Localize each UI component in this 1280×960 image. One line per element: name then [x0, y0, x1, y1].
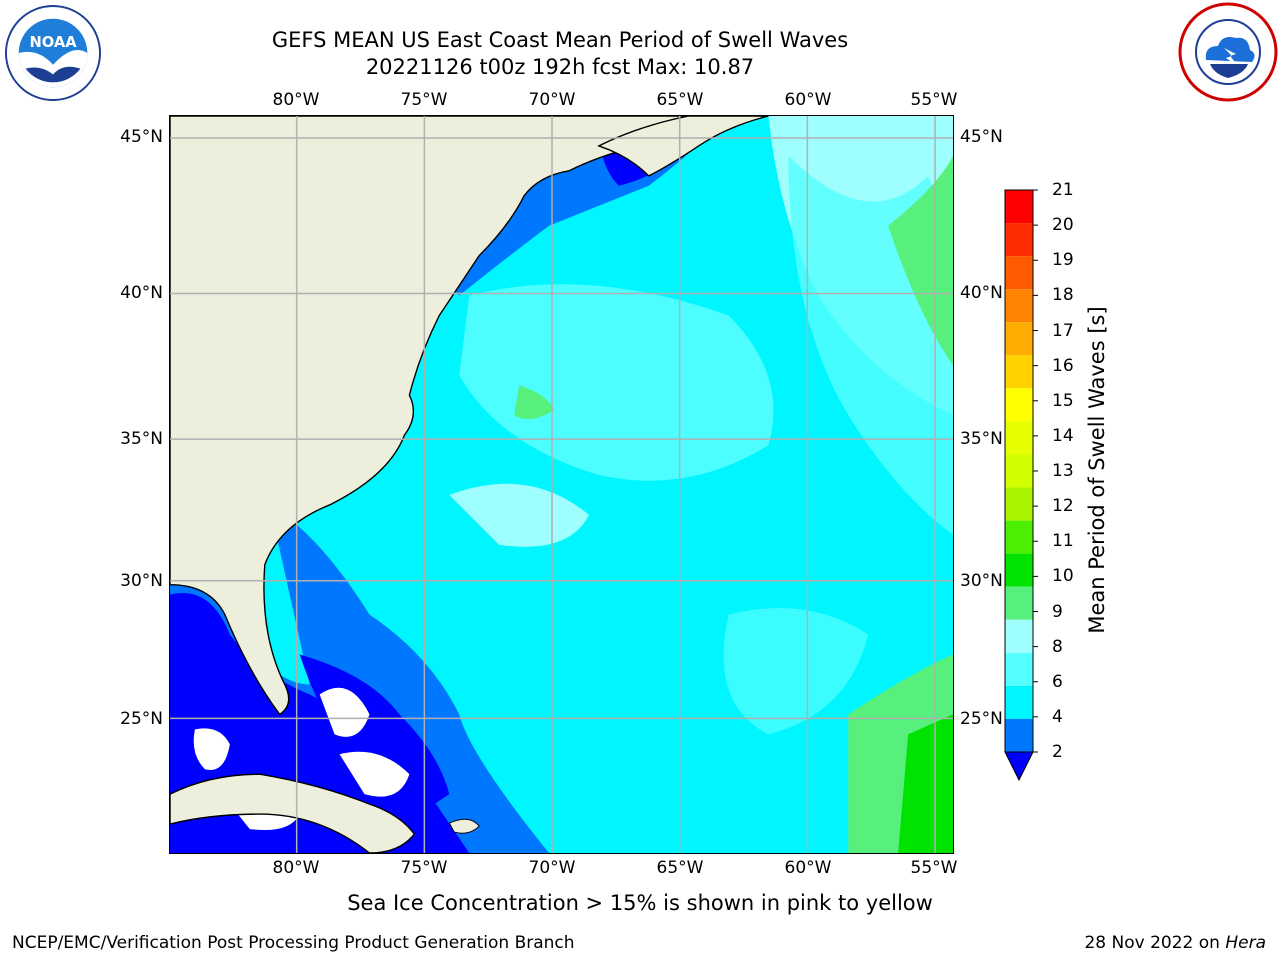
colorbar-segment [1005, 520, 1033, 554]
masked-area [193, 728, 230, 770]
map-panel [169, 115, 954, 854]
colorbar-tick-label: 15 [1052, 390, 1074, 411]
credit-date-text: 28 Nov 2022 on [1084, 933, 1226, 953]
colorbar-segment [1005, 289, 1033, 323]
colorbar-tick-label: 17 [1052, 320, 1074, 341]
land-cuba [170, 773, 416, 853]
lon-tick-top: 65°W [656, 90, 704, 110]
colorbar-segment [1005, 223, 1033, 257]
lon-tick-bottom: 75°W [400, 858, 448, 878]
credit-organization: NCEP/EMC/Verification Post Processing Pr… [12, 933, 575, 953]
colorbar-tick-label: 19 [1052, 250, 1074, 271]
colorbar-segment [1005, 685, 1033, 719]
credit-host: Hera [1225, 933, 1266, 953]
colorbar-tick-label: 16 [1052, 355, 1074, 376]
swell-region [888, 155, 953, 366]
lat-tick-right: 35°N [960, 429, 1003, 449]
colorbar-segment [1005, 586, 1033, 620]
colorbar-title: Mean Period of Swell Waves [s] [1085, 306, 1109, 634]
colorbar-tick-label: 21 [1052, 180, 1074, 200]
lat-tick-left: 25°N [120, 709, 163, 729]
swell-region [723, 607, 869, 735]
colorbar-segment [1005, 388, 1033, 422]
land-nova-scotia [597, 116, 769, 177]
lon-tick-bottom: 70°W [528, 858, 576, 878]
swell-region [898, 714, 953, 853]
colorbar-tick-label: 9 [1052, 601, 1063, 622]
noaa-logo-text: NOAA [29, 34, 77, 51]
lat-tick-left: 40°N [120, 283, 163, 303]
noaa-logo: NOAA [4, 4, 102, 102]
lat-tick-right: 30°N [960, 571, 1003, 591]
colorbar-tick-label: 6 [1052, 671, 1063, 692]
colorbar-segment [1005, 322, 1033, 356]
colorbar-segment [1005, 256, 1033, 290]
colorbar-segment [1005, 190, 1033, 224]
lon-tick-bottom: 60°W [784, 858, 832, 878]
lon-tick-top: 60°W [784, 90, 832, 110]
colorbar-segment [1005, 355, 1033, 389]
nws-logo [1178, 2, 1278, 102]
swell-region [449, 483, 589, 547]
swell-region [269, 504, 550, 853]
colorbar-segment [1005, 718, 1033, 752]
masked-area [339, 751, 410, 797]
lon-tick-top: 70°W [528, 90, 576, 110]
colorbar-tick-label: 12 [1052, 496, 1074, 517]
lon-tick-bottom: 80°W [272, 858, 320, 878]
colorbar-segment [1005, 619, 1033, 653]
swell-region [459, 284, 774, 481]
colorbar [1004, 189, 1038, 782]
colorbar-tick-label: 2 [1052, 742, 1063, 762]
lon-tick-top: 55°W [910, 90, 958, 110]
colorbar-segment [1005, 487, 1033, 521]
colorbar-extend-arrow [1004, 751, 1034, 782]
colorbar-segment [1005, 454, 1033, 488]
lat-tick-left: 30°N [120, 571, 163, 591]
land-north-america [170, 116, 690, 716]
lon-tick-top: 80°W [272, 90, 320, 110]
colorbar-tick-label: 20 [1052, 215, 1074, 236]
colorbar-tick-label: 4 [1052, 706, 1063, 727]
lat-tick-right: 40°N [960, 283, 1003, 303]
swell-region [514, 385, 555, 420]
colorbar-segment [1005, 553, 1033, 587]
masked-area [319, 687, 370, 737]
chart-title: GEFS MEAN US East Coast Mean Period of S… [271, 28, 849, 52]
colorbar-tick-label: 11 [1052, 531, 1074, 552]
lon-tick-bottom: 65°W [656, 858, 704, 878]
colorbar-tick-label: 8 [1052, 636, 1063, 657]
colorbar-tick-label: 10 [1052, 566, 1074, 587]
lat-tick-left: 45°N [120, 127, 163, 147]
land-hispaniola [448, 818, 480, 834]
lat-tick-right: 45°N [960, 127, 1003, 147]
colorbar-tick-label: 14 [1052, 425, 1074, 446]
lon-tick-top: 75°W [400, 90, 448, 110]
graticule [170, 116, 953, 853]
colorbar-tick-label: 13 [1052, 461, 1074, 481]
colorbar-segment [1005, 421, 1033, 455]
lon-tick-bottom: 55°W [910, 858, 958, 878]
colorbar-segment [1005, 652, 1033, 686]
lat-tick-right: 25°N [960, 709, 1003, 729]
lat-tick-left: 35°N [120, 429, 163, 449]
colorbar-tick-label: 18 [1052, 285, 1074, 306]
credit-date: 28 Nov 2022 on Hera [1084, 933, 1266, 953]
footnote: Sea Ice Concentration > 15% is shown in … [347, 891, 933, 915]
chart-subtitle: 20221126 t00z 192h fcst Max: 10.87 [365, 55, 755, 79]
